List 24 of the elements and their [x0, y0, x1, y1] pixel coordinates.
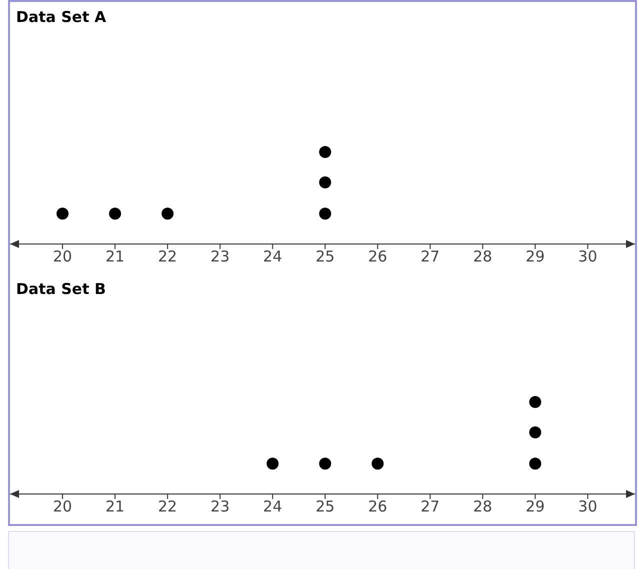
x-tick-label: 21	[105, 248, 125, 266]
x-tick-label: 28	[473, 498, 492, 516]
chart-title: Data Set A	[16, 8, 106, 26]
x-tick-label: 30	[578, 248, 598, 266]
x-tick-label: 29	[526, 248, 545, 266]
x-tick-label: 23	[210, 248, 230, 266]
x-tick-label: 20	[52, 248, 72, 266]
x-tick-label: 25	[316, 498, 335, 516]
x-tick-label: 26	[368, 498, 388, 516]
x-tick-label: 22	[158, 248, 178, 266]
x-tick-label: 20	[52, 498, 72, 516]
x-tick-label: 29	[526, 498, 545, 516]
x-tick-label: 26	[368, 248, 388, 266]
x-tick-label: 30	[578, 498, 598, 516]
x-tick-label: 23	[210, 498, 230, 516]
x-tick-label: 27	[420, 498, 440, 516]
x-tick-label: 21	[105, 498, 125, 516]
chart-title: Data Set B	[16, 280, 106, 298]
x-tick-label: 24	[263, 248, 282, 266]
x-tick-label: 28	[473, 248, 492, 266]
x-tick-label: 24	[263, 498, 282, 516]
x-tick-label: 22	[158, 498, 178, 516]
x-tick-label: 27	[420, 248, 440, 266]
x-tick-label: 25	[316, 248, 335, 266]
